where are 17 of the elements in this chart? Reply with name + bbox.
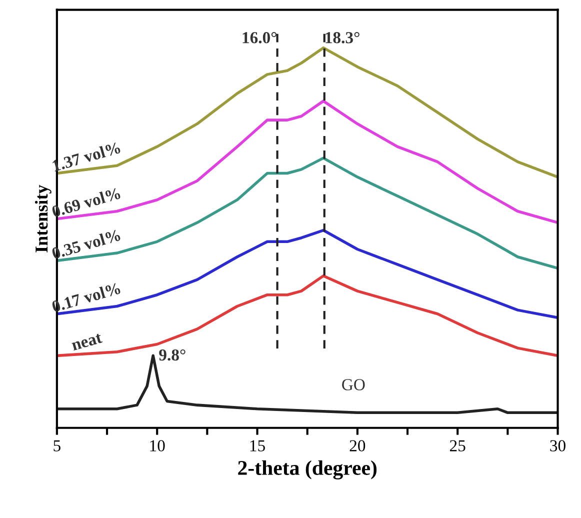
text: 0.17 vol% xyxy=(51,282,121,312)
x-tick-label: 25 xyxy=(450,440,466,452)
y-axis-title: Intensity xyxy=(34,184,52,252)
text: neat xyxy=(71,333,103,351)
text: 0.69 vol% xyxy=(51,187,121,218)
x-tick-label: 10 xyxy=(150,440,165,452)
x-axis-title: 2-theta (degree) xyxy=(238,460,377,480)
x-tick-label: 30 xyxy=(550,440,566,452)
ref-line-label: 18.3° xyxy=(326,32,360,44)
annotation: 9.8° xyxy=(159,349,186,361)
ref-line-label: 16.0° xyxy=(242,32,276,44)
x-tick-label: 5 xyxy=(54,440,60,452)
text: 0.35 vol% xyxy=(51,228,121,260)
x-tick-label: 20 xyxy=(350,440,366,452)
series-label: GO xyxy=(342,379,365,390)
text: 1.37 vol% xyxy=(52,141,121,172)
x-tick-label: 15 xyxy=(250,440,265,452)
